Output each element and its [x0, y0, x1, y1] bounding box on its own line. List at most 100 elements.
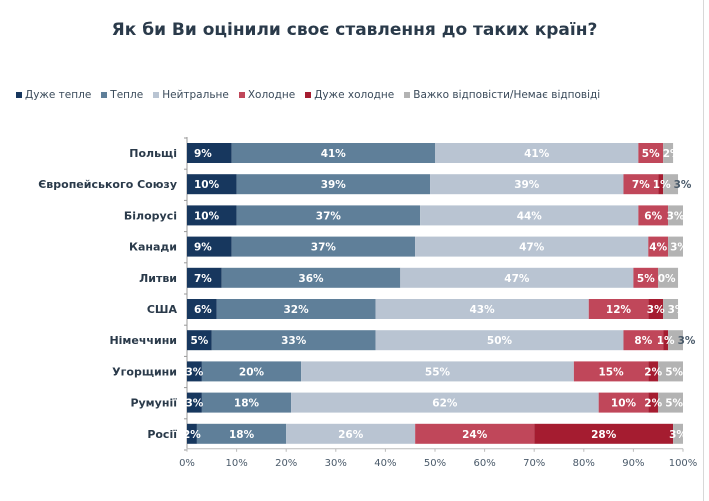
bar-segment	[638, 205, 669, 226]
legend-item: Холодне	[238, 89, 296, 101]
data-label: 5%	[642, 148, 660, 160]
bar-segment	[648, 392, 659, 413]
data-label: 4%	[679, 273, 697, 285]
data-label: 5%	[191, 335, 209, 347]
legend-label: Холодне	[247, 89, 296, 101]
data-label: 2%	[183, 429, 201, 441]
data-label: 47%	[519, 242, 545, 254]
bar-segment	[588, 299, 649, 319]
data-label: 55%	[425, 366, 451, 378]
category-label: Литви	[139, 272, 177, 285]
data-label: 20%	[239, 366, 265, 378]
x-tick-label: 40%	[374, 458, 396, 469]
data-label: 7%	[632, 179, 650, 191]
data-label: 37%	[316, 210, 342, 222]
category-label: Польщі	[129, 147, 177, 160]
bar-segment	[187, 361, 202, 382]
legend-swatch	[404, 92, 411, 98]
bar-segment	[375, 299, 589, 319]
bar-segment	[598, 392, 649, 413]
data-label: 47%	[504, 273, 530, 285]
legend-label: Дуже тепле	[25, 89, 92, 101]
data-label: 3%	[678, 335, 696, 347]
bar-segment	[187, 236, 232, 257]
category-label: Білорусі	[124, 209, 177, 222]
data-label: 3%	[186, 366, 204, 378]
bar-segment	[286, 423, 416, 444]
category-label: Угорщини	[112, 365, 177, 378]
data-label: 9%	[194, 148, 212, 160]
data-label: 3%	[668, 304, 686, 316]
data-label: 6%	[644, 210, 662, 222]
legend-swatch	[16, 92, 22, 98]
bar-segment	[187, 392, 202, 413]
bar-segment	[196, 423, 287, 444]
bar-segment	[663, 143, 674, 163]
bar-segment	[658, 267, 679, 288]
data-label: 15%	[599, 366, 625, 378]
bar-segment	[673, 423, 683, 444]
x-tick-label: 90%	[622, 458, 644, 469]
data-label: 2%	[644, 398, 662, 410]
category-label: Європейського Союзу	[38, 178, 177, 191]
bar-segment	[534, 423, 674, 444]
category-label: Канади	[129, 241, 177, 254]
category-label: Німеччини	[109, 334, 177, 347]
data-label: 33%	[281, 335, 307, 347]
bar-segment	[231, 236, 416, 257]
data-label: 3%	[670, 242, 688, 254]
legend-swatch	[238, 92, 245, 98]
data-label: 36%	[298, 273, 324, 285]
x-tick-label: 70%	[523, 458, 545, 469]
bar-segment	[301, 361, 574, 382]
frame-border	[703, 0, 704, 501]
bar-segment	[201, 392, 292, 413]
data-label: 41%	[524, 148, 550, 160]
data-label: 12%	[606, 304, 632, 316]
bar-segment	[648, 299, 664, 319]
data-label: 18%	[229, 429, 255, 441]
legend-swatch	[153, 92, 160, 98]
bar-segment	[668, 205, 683, 226]
bar-segment	[231, 143, 435, 163]
category-label: Росії	[147, 428, 177, 441]
bar-segment	[420, 205, 639, 226]
data-label: 4%	[649, 242, 667, 254]
bar-segment	[663, 330, 669, 351]
data-label: 44%	[517, 210, 543, 222]
data-label: 24%	[462, 429, 488, 441]
bar-segment	[663, 299, 679, 319]
bar-segment	[648, 361, 659, 382]
data-label: 39%	[321, 179, 347, 191]
x-tick-label: 20%	[275, 458, 297, 469]
data-label: 10%	[194, 210, 220, 222]
data-label: 5%	[665, 398, 683, 410]
legend-label: Важко відповісти/Немає відповіді	[413, 89, 601, 101]
bar-segment	[663, 174, 679, 195]
bar-segment	[633, 267, 659, 288]
data-label: 41%	[321, 148, 347, 160]
bar-segment	[187, 174, 237, 195]
bar-segment	[221, 267, 401, 288]
bar-segment	[658, 174, 664, 195]
bar-segment	[658, 361, 683, 382]
data-label: 6%	[194, 304, 212, 316]
bar-segment	[216, 299, 376, 319]
data-label: 10%	[611, 398, 637, 410]
data-label: 9%	[194, 242, 212, 254]
legend-item: Дуже холодне	[305, 89, 394, 101]
data-label: 43%	[470, 304, 496, 316]
bar-segment	[623, 330, 664, 351]
bar-segment	[415, 236, 649, 257]
x-tick-label: 60%	[473, 458, 495, 469]
legend-swatch	[305, 92, 312, 98]
data-label: 5%	[665, 366, 683, 378]
bar-segment	[291, 392, 599, 413]
bar-segment	[187, 299, 217, 319]
data-label: 7%	[194, 273, 212, 285]
chart-title: Як би Ви оцінили своє ставлення до таких…	[111, 20, 598, 40]
x-tick-label: 100%	[669, 458, 698, 469]
data-label: 3%	[186, 398, 204, 410]
bar-segment	[187, 423, 197, 444]
